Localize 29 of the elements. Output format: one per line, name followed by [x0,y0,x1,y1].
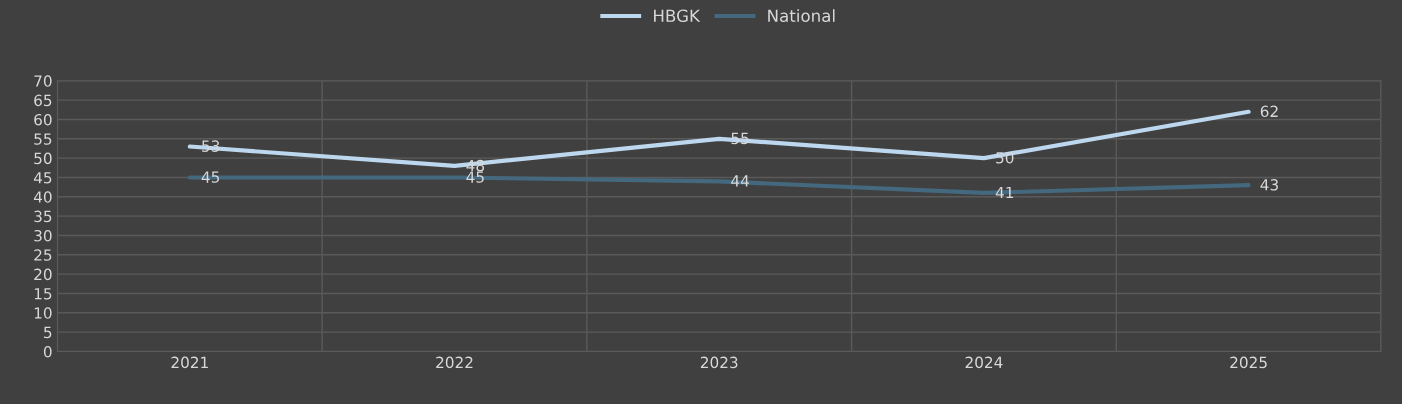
y-tick-label: 10 [34,307,52,319]
data-label: 44 [731,175,749,187]
x-tick-label: 2025 [1230,356,1267,369]
x-tick-label: 2023 [700,356,738,369]
x-tick-label: 2024 [965,356,1003,369]
y-tick-label: 45 [33,172,52,184]
data-label: 45 [466,171,484,183]
y-tick-label: 40 [33,191,52,203]
y-tick-label: 35 [34,210,52,223]
y-tick-label: 55 [34,133,52,145]
data-label: 62 [1260,105,1278,118]
legend-label: National [768,9,835,23]
y-tick-label: 65 [34,94,52,107]
y-tick-label: 25 [34,249,52,261]
y-tick-label: 15 [34,288,52,300]
x-tick-label: 2021 [171,356,208,369]
y-tick-label: 0 [43,345,52,358]
x-tick-label: 2022 [436,356,473,369]
y-tick-label: 60 [34,113,52,126]
y-tick-label: 70 [34,75,52,87]
y-tick-label: 30 [34,229,52,242]
y-tick-label: 50 [34,152,52,165]
y-tick-label: 5 [44,326,52,339]
data-label: 41 [995,186,1014,199]
data-label: 43 [1260,179,1278,191]
y-tick-label: 20 [34,268,52,281]
legend-label: HBGK [654,9,701,23]
data-label: 45 [201,171,220,183]
data-label: 48 [466,159,485,172]
